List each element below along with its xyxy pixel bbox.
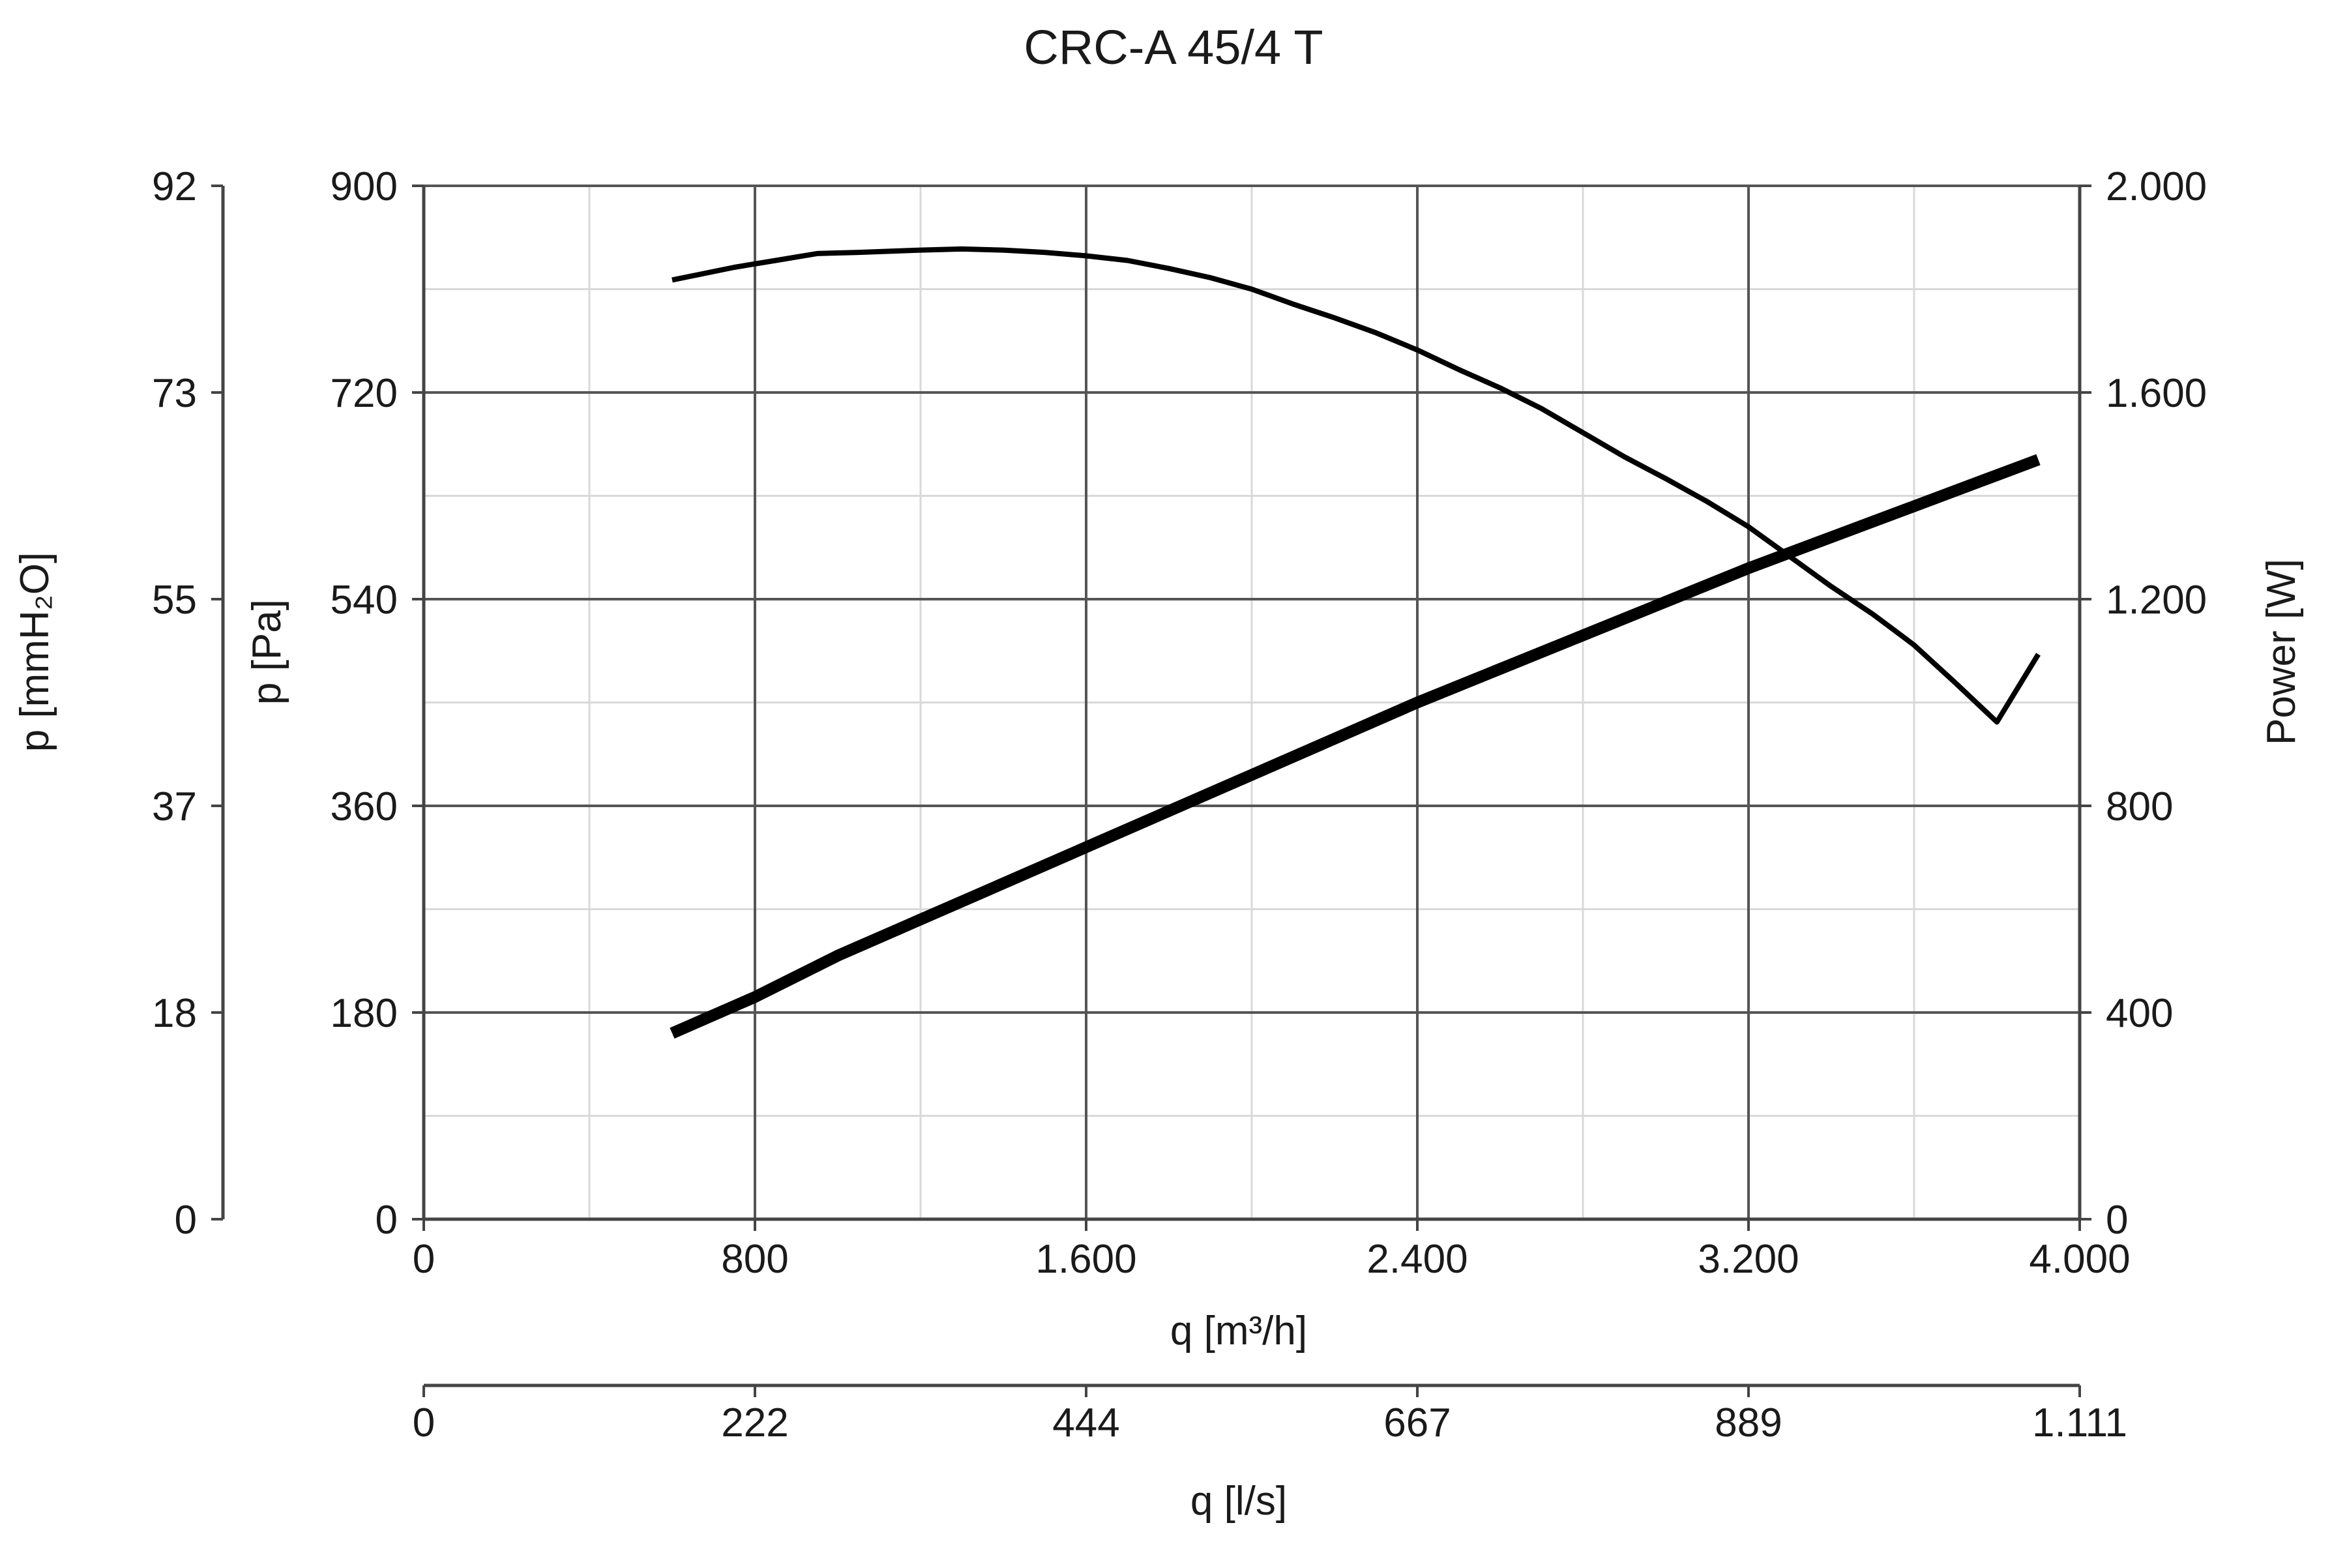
y-outer-tick-label: 37 (152, 784, 197, 829)
y-right-tick-label: 400 (2106, 991, 2173, 1036)
x-tick-label: 800 (721, 1237, 788, 1282)
x-axis-title: q [m³/h] (1170, 1309, 1307, 1354)
x-secondary-tick-label: 444 (1052, 1400, 1119, 1445)
x-secondary-tick-label: 1.111 (2032, 1400, 2127, 1445)
x-secondary-tick-label: 222 (721, 1400, 788, 1445)
y-outer-tick-label: 18 (152, 991, 197, 1036)
x-tick-label: 1.600 (1035, 1237, 1136, 1282)
y-axis-left-outer-title: p [mmH₂O] (12, 552, 57, 752)
y-right-tick-label: 0 (2106, 1198, 2128, 1243)
x-tick-label: 0 (413, 1237, 435, 1282)
y-right-tick-label: 1.600 (2106, 371, 2207, 416)
y-right-tick-label: 2.000 (2106, 164, 2207, 209)
y-left-tick-label: 180 (331, 991, 398, 1036)
y-right-tick-label: 1.200 (2106, 578, 2207, 623)
power-curve-line (670, 454, 2041, 1039)
grid-layer (424, 185, 2080, 1219)
y-left-tick-label: 0 (376, 1198, 398, 1243)
x-axis-secondary-title: q [l/s] (1190, 1479, 1287, 1524)
y-axis-right-title: Power [W] (2259, 559, 2304, 745)
x-secondary-tick-label: 889 (1715, 1400, 1782, 1445)
y-outer-tick-label: 55 (152, 578, 197, 623)
y-left-tick-label: 360 (331, 784, 398, 829)
x-tick-label: 3.200 (1698, 1237, 1799, 1282)
y-left-tick-label: 540 (331, 578, 398, 623)
y-outer-tick-label: 92 (152, 164, 197, 209)
y-left-tick-label: 900 (331, 164, 398, 209)
y-axis-left-title: p [Pa] (244, 599, 289, 705)
series-layer (670, 246, 2041, 1039)
x-secondary-tick-label: 0 (413, 1400, 435, 1445)
x-tick-label: 2.400 (1366, 1237, 1468, 1282)
chart-title: CRC-A 45/4 T (1024, 20, 1323, 74)
labels-layer: CRC-A 45/4 T q [m³/h] q [l/s] p [Pa] p [… (12, 20, 2304, 1524)
axes-layer (211, 185, 2091, 1397)
y-right-tick-label: 800 (2106, 784, 2173, 829)
y-outer-tick-label: 0 (175, 1198, 197, 1243)
x-tick-label: 4.000 (2029, 1237, 2130, 1282)
x-secondary-tick-label: 667 (1383, 1400, 1451, 1445)
pressure-curve-line (672, 246, 2041, 725)
y-outer-tick-label: 73 (152, 371, 197, 416)
y-left-tick-label: 720 (331, 371, 398, 416)
